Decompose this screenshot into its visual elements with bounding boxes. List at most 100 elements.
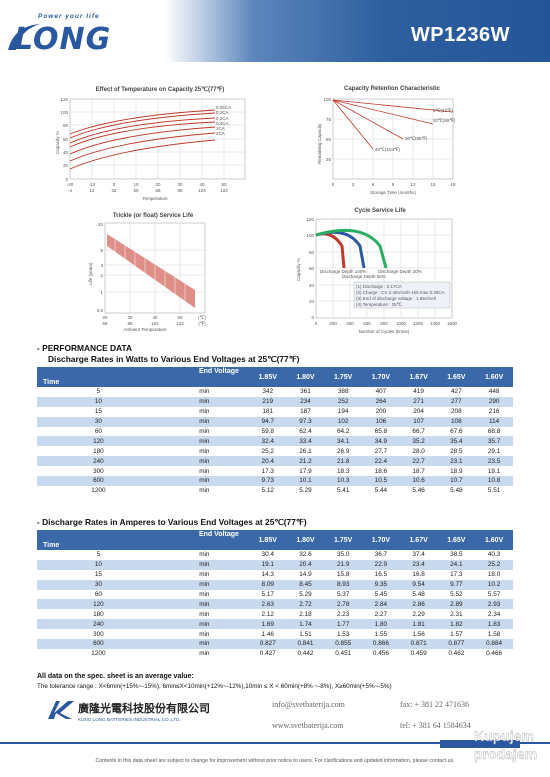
footer-accent-bar [440, 740, 520, 748]
curve-label: Discharge Depth 50% [342, 274, 386, 279]
value-cell: 22.7 [399, 456, 438, 467]
y-tick: 20 [309, 299, 315, 304]
value-cell: 18.6 [362, 466, 400, 477]
x-tick: 86 [127, 321, 133, 326]
value-cell: 40.3 [475, 550, 513, 560]
y-tick: 100 [306, 233, 314, 238]
value-cell: 252 [324, 396, 363, 407]
value-cell: 21.2 [286, 456, 325, 467]
y-tick: 0 [65, 177, 68, 182]
value-cell: 290 [475, 396, 513, 407]
end-voltage-label: End Voltage [198, 368, 239, 375]
watts-table: End Voltage Time 1.85V 1.80V 1.75V 1.70V… [37, 367, 513, 496]
chart-cycle-title: Cycle Service Life [354, 208, 406, 214]
x-tick: 1200 [413, 321, 424, 326]
value-cell: 14.9 [286, 569, 325, 580]
x-tick: 15 [430, 182, 436, 187]
column-header: 1.70V [362, 367, 400, 387]
y-tick: 100 [323, 97, 331, 102]
column-header: 1.65V [437, 367, 476, 387]
value-cell: 26.9 [324, 446, 363, 457]
value-cell: 21.8 [324, 456, 363, 467]
value-cell: 427 [437, 387, 476, 397]
x-tick: (℃) [198, 315, 207, 320]
value-cell: 264 [362, 396, 400, 407]
x-tick: 32 [111, 188, 117, 193]
notes-line-2: The tolerance range : X<6min(+15%~-15%),… [37, 683, 392, 690]
value-cell: 10.8 [475, 476, 513, 486]
series-label: 0.2CA [216, 116, 229, 121]
x-tick: 40 [199, 182, 205, 187]
chart-cycle: Discharge Depth 100% Discharge Depth 30%… [296, 217, 458, 334]
value-cell: 16.5 [362, 569, 400, 580]
time-label: Time [43, 379, 60, 386]
value-cell: 8.09 [248, 579, 287, 590]
table-row: 15 min 14.3 14.9 15.8 16.5 16.8 17.3 18.0 [37, 569, 513, 580]
value-cell: 0.459 [399, 648, 438, 659]
table-row: 180 min 2.12 2.18 2.23 2.27 2.29 2.31 2.34 [37, 609, 513, 620]
value-cell: 35.7 [475, 436, 513, 447]
x-tick: 1000 [396, 321, 407, 326]
x-tick: 50 [133, 188, 139, 193]
x-tick: 104 [198, 188, 206, 193]
value-cell: 19.1 [475, 466, 513, 477]
value-cell: 23.5 [475, 456, 513, 467]
value-cell: 388 [324, 387, 363, 397]
value-cell: 9.77 [437, 579, 476, 590]
email-link[interactable]: info@svetbaterija.com [272, 700, 345, 709]
value-cell: 38.5 [437, 550, 476, 560]
unit-cell: min [159, 629, 249, 640]
website-link[interactable]: www.svetbaterija.com [272, 721, 344, 730]
table-corner: End Voltage Time [37, 530, 249, 550]
value-cell: 2.63 [248, 599, 287, 610]
unit-cell: min [159, 648, 249, 659]
value-cell: 64.2 [324, 426, 363, 437]
value-cell: 106 [362, 416, 400, 427]
y-tick: 3 [100, 263, 103, 268]
time-cell: 240 [37, 456, 160, 467]
value-cell: 9.54 [399, 579, 438, 590]
column-header: 1.85V [248, 530, 287, 550]
value-cell: 194 [324, 406, 363, 417]
watts-table-title: Discharge Rates in Watts to Various End … [48, 354, 300, 364]
chart-retention: 0℃(32℉) 20℃(68℉) 30℃(86℉) 40℃(104℉) 100 … [317, 97, 456, 195]
x-axis-label: Storage Time (months) [370, 190, 416, 195]
value-cell: 234 [286, 396, 325, 407]
value-cell: 22.9 [362, 559, 400, 570]
value-cell: 2.23 [324, 609, 363, 620]
x-tick: 104 [151, 321, 159, 326]
time-cell: 60 [37, 589, 160, 600]
x-tick: 800 [380, 321, 388, 326]
tel-number: tel: + 381 64 1584634 [400, 721, 471, 730]
value-cell: 2.86 [399, 599, 438, 610]
legend-line: (2) Charge : CV 2.45V/cell+1h5 max 0.25C… [356, 290, 445, 295]
table-row: 300 min 1.46 1.51 1.53 1.55 1.56 1.57 1.58 [37, 629, 513, 640]
value-cell: 23.1 [437, 456, 476, 467]
x-tick: 40 [152, 315, 158, 320]
value-cell: 219 [248, 396, 287, 407]
chart-trickle-title: Trickle (or float) Service Life [112, 213, 194, 219]
value-cell: 29.1 [475, 446, 513, 457]
value-cell: 62.4 [286, 426, 325, 437]
value-cell: 21.9 [324, 559, 363, 570]
watermark-line-2: prodajem [474, 746, 537, 762]
value-cell: 0.871 [399, 639, 438, 649]
logo-swoosh-icon [8, 24, 40, 50]
watermark-line-1: Kupujem [474, 728, 534, 744]
table-row: 30 min 94.7 97.3 102 106 107 108 114 [37, 416, 513, 427]
end-voltage-label: End Voltage [198, 531, 239, 538]
value-cell: 34.9 [362, 436, 400, 447]
value-cell: 2.18 [286, 609, 325, 620]
y-tick: 80 [63, 123, 69, 128]
x-tick: 10 [133, 182, 139, 187]
time-cell: 180 [37, 446, 160, 457]
value-cell: 10.5 [362, 476, 400, 486]
y-tick: 5 [100, 248, 103, 253]
time-cell: 60 [37, 426, 160, 437]
table-row: 30 min 8.09 8.45 8.93 9.35 9.54 9.77 10.2 [37, 579, 513, 590]
value-cell: 25.2 [248, 446, 287, 457]
value-cell: 17.9 [286, 466, 325, 477]
legend-line: (3) End of discharge voltage : 1.65V/cel… [356, 296, 436, 301]
x-tick: 12 [410, 182, 416, 187]
series-label: 20℃(68℉) [433, 118, 456, 123]
